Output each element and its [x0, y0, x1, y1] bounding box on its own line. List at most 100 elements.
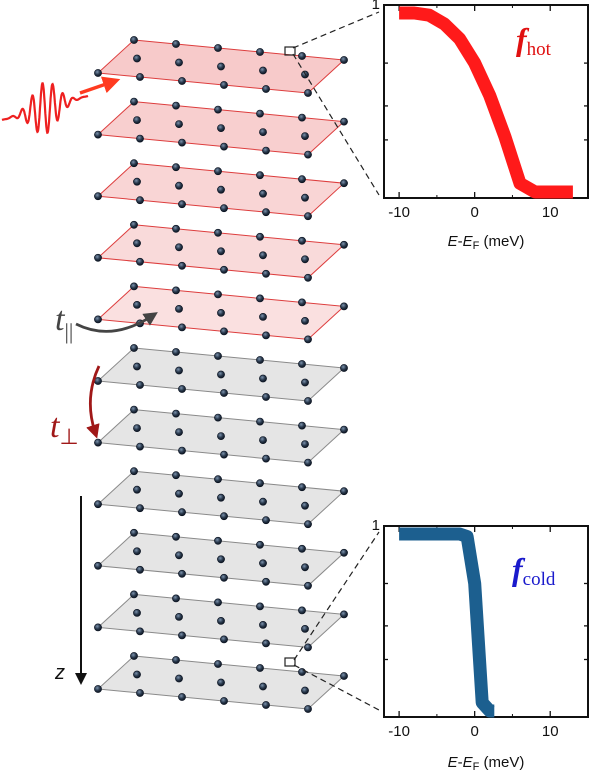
atom	[301, 193, 309, 202]
atom	[133, 485, 141, 494]
atom	[133, 300, 141, 309]
atom	[133, 116, 141, 124]
hot-chart-ticks: -10 0 10 1	[372, 0, 589, 221]
atom	[256, 48, 264, 56]
atom	[220, 450, 228, 459]
curved-arrow-icon	[86, 365, 101, 439]
atom	[301, 440, 309, 448]
cold-distribution-chart: -10 0 10 1 fcold E-EF (meV)	[372, 517, 589, 773]
atom	[298, 298, 306, 307]
atom	[301, 378, 309, 387]
cold-x-axis-title: E-EF (meV)	[448, 754, 525, 773]
atom	[130, 652, 138, 660]
atomic-layer	[94, 405, 348, 467]
atom	[304, 705, 312, 713]
atom	[94, 561, 102, 570]
atom	[136, 627, 144, 636]
atom	[301, 686, 309, 695]
atomic-layer	[94, 36, 348, 97]
atom	[256, 602, 264, 611]
atom	[175, 674, 183, 683]
atom	[301, 625, 309, 633]
atom	[214, 228, 222, 237]
atom	[340, 364, 348, 372]
atom	[259, 436, 267, 444]
atom	[94, 315, 102, 324]
atom	[340, 672, 348, 680]
atom	[340, 425, 348, 434]
atom	[214, 167, 222, 176]
atom	[94, 130, 102, 139]
atom	[256, 171, 264, 180]
atom	[340, 487, 348, 496]
atom	[298, 421, 306, 430]
atom	[301, 255, 309, 264]
atom	[304, 397, 312, 405]
atom	[133, 424, 141, 432]
t-parallel-label: t||	[55, 301, 73, 344]
atom	[259, 189, 267, 198]
atom	[217, 247, 225, 256]
atom	[217, 62, 225, 71]
atom	[136, 689, 144, 697]
atom	[175, 613, 183, 621]
atom	[256, 232, 264, 241]
atom	[130, 344, 138, 352]
curved-arrow-icon	[75, 312, 158, 333]
atomic-layer	[94, 159, 348, 221]
zoom-line-cold-bottom	[293, 664, 380, 711]
atom	[298, 544, 306, 553]
atom	[262, 85, 270, 93]
hot-distribution-chart: -10 0 10 1 fhot E-EF (meV)	[372, 0, 589, 252]
atom	[178, 77, 186, 85]
atom	[262, 393, 270, 401]
zoom-line-hot-top	[292, 11, 380, 49]
atom	[220, 573, 228, 582]
cold-chart-ticks: -10 0 10 1	[372, 517, 589, 740]
atom	[214, 536, 222, 545]
atom	[256, 417, 264, 426]
atom	[172, 594, 180, 603]
laser-pulse-wave-icon	[1, 76, 121, 135]
atom	[340, 179, 348, 188]
atom	[130, 405, 138, 414]
atom	[220, 142, 228, 151]
y-tick-label: 1	[372, 0, 380, 13]
atom	[130, 590, 138, 599]
atom	[262, 454, 270, 463]
atom	[175, 489, 183, 498]
atom	[298, 113, 306, 122]
atom	[259, 251, 267, 260]
x-tick-label: -10	[388, 723, 410, 740]
atom	[217, 493, 225, 502]
layer-stack	[94, 36, 348, 713]
atom	[214, 290, 222, 299]
atom	[178, 569, 186, 578]
atom	[340, 610, 348, 619]
hot-x-axis-title: E-EF (meV)	[448, 233, 525, 252]
atom	[172, 656, 180, 664]
atom	[214, 660, 222, 668]
atom	[172, 101, 180, 110]
atom	[256, 356, 264, 364]
atom	[298, 668, 306, 676]
atom	[220, 265, 228, 274]
y-tick-label: 1	[372, 517, 380, 534]
atom	[178, 508, 186, 517]
atom	[94, 685, 102, 693]
atom	[262, 639, 270, 648]
atom	[304, 212, 312, 221]
atom	[259, 682, 267, 691]
atom	[340, 302, 348, 311]
z-label: z	[54, 662, 65, 684]
atom	[94, 438, 102, 447]
atom	[130, 220, 138, 229]
atom	[220, 512, 228, 521]
atom	[178, 385, 186, 393]
atom	[172, 224, 180, 233]
atom	[175, 304, 183, 313]
atom	[172, 40, 180, 48]
atom	[178, 138, 186, 147]
atom	[262, 701, 270, 709]
